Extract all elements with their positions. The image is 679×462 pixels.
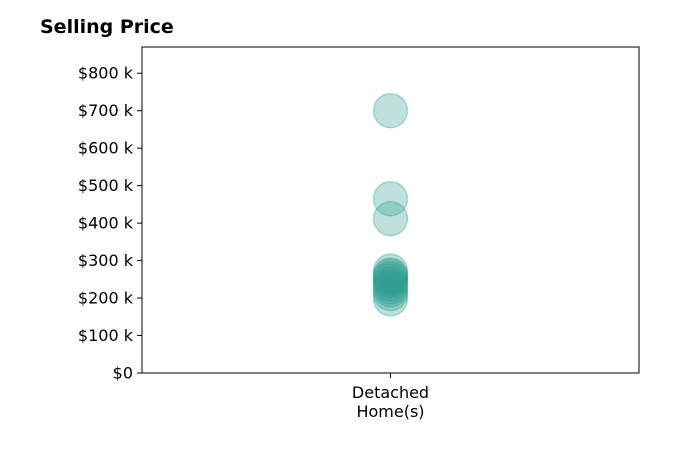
- scatter-point: [372, 92, 409, 129]
- y-tick-label: $500 k: [78, 176, 134, 195]
- scatter-point: [372, 263, 409, 299]
- scatter-point: [372, 253, 409, 289]
- scatter-point: [372, 257, 409, 293]
- x-tick-label-line: Detached: [352, 383, 429, 402]
- scatter-point: [372, 266, 409, 302]
- y-axis: $0 $100 k $200 k $300 k $400 k $500 k $600 k $7…: [78, 64, 142, 383]
- y-tick-label: $0: [113, 364, 133, 383]
- y-tick-label: $800 k: [78, 64, 134, 83]
- x-tick-label: Detached Home(s): [352, 383, 429, 421]
- scatter-point: [372, 181, 409, 217]
- y-tick-label: $600 k: [78, 139, 134, 158]
- scatter-point: [372, 269, 409, 305]
- y-tick-label: $200 k: [78, 289, 134, 308]
- data-points: [372, 92, 409, 317]
- x-tick-label-line: Home(s): [356, 402, 424, 421]
- y-tick-label: $300 k: [78, 251, 134, 270]
- chart-title: Selling Price: [40, 16, 174, 38]
- scatter-point: [372, 258, 409, 295]
- scatter-point: [372, 200, 409, 237]
- scatter-point: [372, 281, 409, 317]
- x-axis: Detached Home(s): [352, 373, 429, 421]
- y-tick-label: $100 k: [78, 326, 134, 345]
- scatter-point: [372, 272, 409, 308]
- scatter-point: [372, 275, 409, 312]
- y-tick-label: $400 k: [78, 214, 134, 233]
- scatter-point: [372, 260, 409, 297]
- y-tick-label: $700 k: [78, 101, 134, 120]
